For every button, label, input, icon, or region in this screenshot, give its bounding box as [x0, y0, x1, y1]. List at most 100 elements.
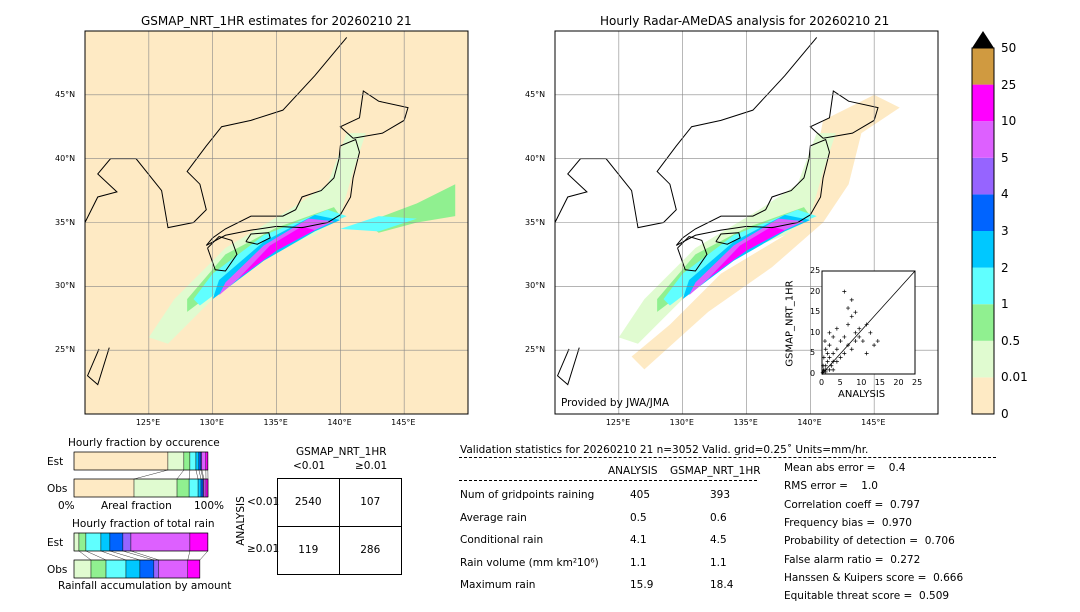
occurrence-est-segment — [205, 451, 209, 471]
coastline — [205, 138, 361, 246]
coastline — [86, 347, 110, 386]
score-line: RMS error = 1.0 — [784, 480, 878, 493]
occ-est-label: Est — [47, 456, 64, 468]
scatter-point — [827, 355, 832, 360]
stat-gsmap: 4.5 — [710, 534, 727, 546]
colorbar-label: 4 — [1001, 187, 1009, 202]
score-line: Frequency bias = 0.970 — [784, 516, 912, 529]
connector-line — [100, 550, 127, 561]
connector-line — [188, 469, 191, 480]
left-map-title: GSMAP_NRT_1HR estimates for 20260210 21 — [141, 14, 412, 28]
rain-est-segment-frame — [73, 532, 209, 552]
rain-area-5 — [689, 218, 804, 296]
stat-gsmap: 0.6 — [710, 511, 727, 524]
occurrence-est-segment — [189, 451, 197, 471]
scatter-diagonal — [821, 270, 916, 375]
lat-tick: 30°N — [55, 281, 76, 291]
rain-est-label: Est — [47, 537, 64, 549]
colorbar-segment — [972, 231, 994, 268]
lon-tick: 145°E — [391, 418, 416, 427]
scatter-point — [834, 347, 839, 352]
scatter-point — [823, 347, 828, 352]
scatter-y-tick: 10 — [810, 327, 821, 337]
occ-obs-label: Obs — [47, 483, 68, 495]
rain-obs-label: Obs — [47, 564, 68, 576]
scatter-y-tick: 0 — [810, 369, 816, 378]
colorbar-label: 0.01 — [1001, 370, 1028, 385]
rain-est-segment — [189, 532, 209, 552]
lat-tick: 40°N — [525, 153, 546, 163]
scatter-point — [853, 339, 858, 344]
occurrence-obs-segment — [188, 478, 199, 498]
coastline — [339, 90, 409, 139]
colorbar-label: 0.5 — [1001, 333, 1021, 348]
scatter-point — [831, 334, 836, 339]
occurrence-obs-segment — [203, 478, 207, 498]
lat-tick: 40°N — [55, 153, 76, 163]
lon-tick: 125°E — [135, 418, 161, 427]
scatter-y-tick: 25 — [810, 266, 821, 275]
row-label-ge: ≥0.01 — [247, 543, 280, 555]
rain-field — [148, 133, 456, 344]
scatter-point — [860, 339, 865, 344]
colorbar-label: 3 — [1001, 224, 1009, 238]
score-line: False alarm ratio = 0.272 — [784, 553, 921, 566]
scatter-point — [838, 339, 843, 344]
occurrence-obs-segment — [200, 478, 204, 498]
lat-tick: 45°N — [525, 89, 546, 99]
row-axis-label: ANALYSIS — [234, 496, 247, 546]
col-label-ge: ≥0.01 — [355, 460, 388, 472]
scatter-point — [849, 314, 854, 319]
rain-est-segment — [85, 532, 102, 552]
scatter-point — [872, 343, 877, 348]
lon-tick: 130°E — [669, 418, 694, 427]
colorbar-label: 50 — [1001, 41, 1017, 55]
cell: 2540 — [278, 479, 340, 527]
scatter-point — [823, 367, 828, 372]
scatter-point — [842, 351, 847, 356]
connector-line — [200, 469, 204, 480]
scatter-y-tick: 20 — [810, 286, 821, 296]
credit-text: Provided by JWA/JMA — [561, 397, 670, 409]
rain-est-segment — [78, 532, 87, 552]
stat-label: Num of gridpoints raining — [460, 489, 595, 501]
scatter-point — [864, 322, 869, 327]
scatter-y-tick: 15 — [810, 307, 821, 317]
occurrence-title: Hourly fraction by occurence — [68, 437, 220, 449]
connector-line — [195, 469, 199, 480]
coastline — [675, 138, 831, 246]
occurrence-obs-segment — [205, 478, 209, 498]
colorbar-label: 2 — [1001, 260, 1009, 275]
lat-tick: 45°N — [55, 89, 76, 99]
scatter-ylabel: GSMAP_NRT_1HR — [784, 280, 796, 367]
occ-xmax: 100% — [194, 500, 225, 512]
colorbar-segment — [972, 121, 994, 158]
occurrence-est-segment — [195, 451, 200, 471]
divider — [459, 457, 996, 458]
contingency-title: GSMAP_NRT_1HR — [296, 446, 387, 458]
colorbar-label: 0 — [1001, 407, 1009, 421]
connector-line — [78, 550, 92, 561]
cell: 119 — [278, 526, 340, 574]
occurrence-est-segment — [167, 451, 185, 471]
contingency-table: 2540 107 119 286 — [277, 478, 402, 575]
scatter-point — [838, 355, 843, 360]
rain-area-east-1 — [340, 216, 417, 232]
stat-label: Rain volume (mm km²10⁶) — [460, 556, 599, 569]
colorbar-frame — [971, 47, 995, 415]
row-label-lt: <0.01 — [247, 496, 280, 508]
occurrence-obs-segment-frame — [73, 478, 209, 498]
lat-tick: 25°N — [525, 345, 546, 355]
occurrence-obs-segment — [197, 478, 202, 498]
connector-line — [198, 469, 202, 480]
occ-xlabel: Areal fraction — [101, 500, 172, 512]
lat-tick: 35°N — [525, 217, 546, 227]
cell: 107 — [339, 479, 401, 527]
scatter-point — [853, 310, 858, 315]
scatter-point — [827, 343, 832, 348]
stat-label: Maximum rain — [460, 579, 536, 591]
rain-est-segment — [122, 532, 132, 552]
score-line: Probability of detection = 0.706 — [784, 535, 955, 548]
rain-est-segment — [100, 532, 111, 552]
